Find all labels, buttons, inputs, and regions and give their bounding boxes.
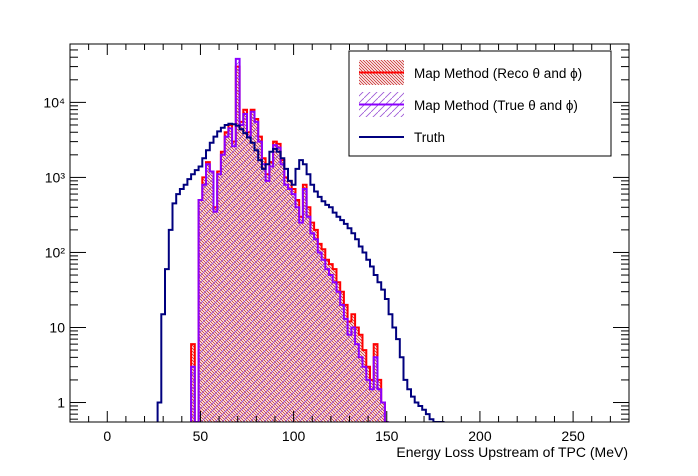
y-tick-label: 10 <box>49 319 65 335</box>
y-tick-label: 10³ <box>45 169 66 185</box>
legend: Map Method (Reco θ and ϕ) Map Method (Tr… <box>349 51 611 156</box>
x-tick-label: 200 <box>468 428 492 444</box>
x-tick-label: 250 <box>561 428 585 444</box>
y-tick-label: 10⁴ <box>43 94 65 110</box>
x-tick-label: 50 <box>193 428 209 444</box>
legend-label-reco: Map Method (Reco θ and ϕ) <box>414 66 582 81</box>
x-tick-label: 100 <box>282 428 306 444</box>
x-tick-label: 150 <box>375 428 399 444</box>
x-axis-label: Energy Loss Upstream of TPC (MeV) <box>396 444 628 460</box>
y-tick-label: 10² <box>45 244 66 260</box>
x-tick-label: 0 <box>103 428 111 444</box>
legend-label-true: Map Method (True θ and ϕ) <box>414 98 578 113</box>
y-tick-label: 1 <box>57 395 65 411</box>
legend-label-truth: Truth <box>414 130 445 145</box>
